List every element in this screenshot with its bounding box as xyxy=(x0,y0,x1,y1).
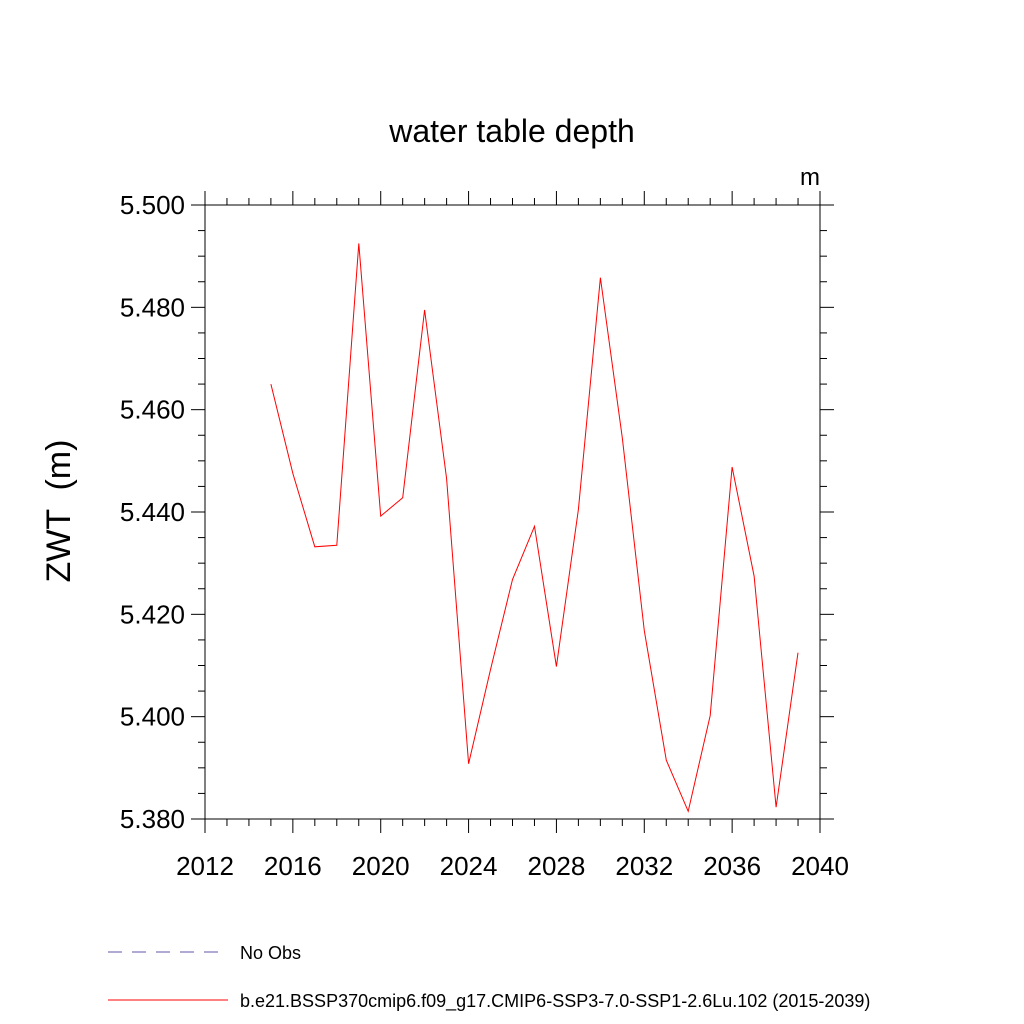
y-tick-label: 5.480 xyxy=(120,292,185,322)
legend: No Obs b.e21.BSSP370cmip6.f09_g17.CMIP6-S… xyxy=(108,943,870,1012)
y-tick-label: 5.500 xyxy=(120,190,185,220)
y-axis-label: ZWT (m) xyxy=(40,440,78,583)
y-tick-label: 5.380 xyxy=(120,804,185,834)
chart-title: water table depth xyxy=(388,113,635,149)
x-tick-label: 2024 xyxy=(440,851,498,881)
x-tick-label: 2032 xyxy=(615,851,673,881)
x-tick-label: 2016 xyxy=(264,851,322,881)
x-tick-label: 2036 xyxy=(703,851,761,881)
series-line xyxy=(270,243,799,813)
legend-label: b.e21.BSSP370cmip6.f09_g17.CMIP6-SSP3-7.… xyxy=(240,991,870,1012)
units-label: m xyxy=(800,164,820,191)
y-tick-label: 5.440 xyxy=(120,497,185,527)
x-tick-label: 2028 xyxy=(528,851,586,881)
y-tick-label: 5.400 xyxy=(120,702,185,732)
x-tick-label: 2020 xyxy=(352,851,410,881)
legend-label: No Obs xyxy=(240,943,301,963)
y-tick-label: 5.460 xyxy=(120,395,185,425)
y-tick-label: 5.420 xyxy=(120,599,185,629)
x-tick-label: 2040 xyxy=(791,851,849,881)
series-layer xyxy=(270,243,799,813)
ticks-layer: 2012 2016 2020 2024 2028 2032 2036 2040 5.380 5.4… xyxy=(120,190,849,881)
x-tick-label: 2012 xyxy=(176,851,234,881)
